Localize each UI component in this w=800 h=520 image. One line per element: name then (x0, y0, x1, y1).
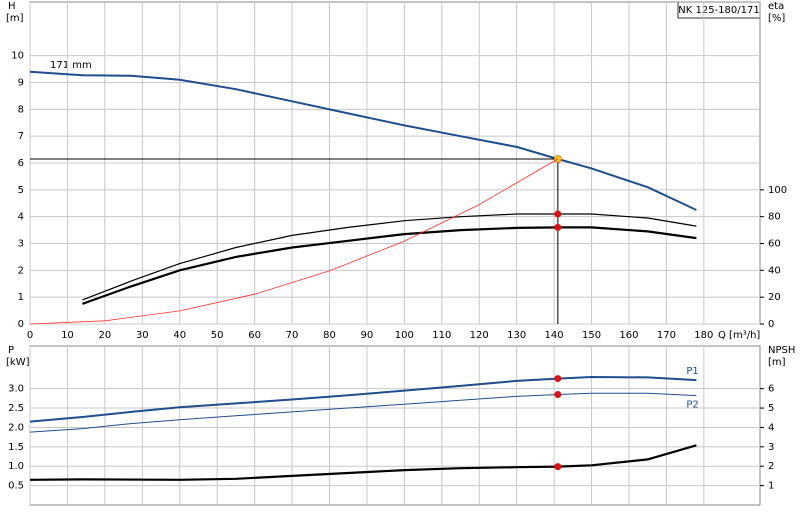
y-tick-label: 1.5 (8, 442, 24, 453)
y2-axis-label: eta (768, 1, 784, 12)
plot-area (29, 345, 761, 506)
y-axis-label: P (8, 345, 14, 356)
y2-tick-label: 3 (768, 442, 774, 453)
y-tick-label: 9 (18, 78, 24, 89)
duty-marker (554, 210, 562, 218)
y2-tick-label: 4 (768, 422, 774, 433)
y2-tick-label: 80 (768, 212, 781, 223)
curve (82, 226, 697, 305)
curve (29, 70, 697, 211)
series-label: P1 (686, 366, 698, 377)
chart-title: NK 125-180/171 (678, 5, 759, 16)
curve (82, 213, 697, 301)
duty-marker (554, 375, 562, 383)
duty-marker (554, 463, 562, 471)
y2-tick-label: 100 (768, 185, 787, 196)
duty-marker (554, 223, 562, 231)
y-tick-label: 4 (18, 212, 24, 223)
y2-tick-label: 5 (768, 403, 774, 414)
x-tick-label: 130 (507, 330, 526, 341)
curve (29, 392, 697, 433)
x-tick-label: 120 (470, 330, 489, 341)
x-tick-label: 40 (173, 330, 186, 341)
y-tick-label: 5 (18, 185, 24, 196)
x-tick-label: 70 (286, 330, 299, 341)
y-tick-label: 3 (18, 239, 24, 250)
x-tick-label: 80 (323, 330, 336, 341)
y-tick-label: 6 (18, 158, 24, 169)
y2-axis-unit: [m] (768, 357, 786, 368)
annotation: 171 mm (50, 60, 92, 71)
x-tick-label: 150 (582, 330, 601, 341)
y2-tick-label: 40 (768, 265, 781, 276)
y2-tick-label: 6 (768, 384, 774, 395)
y-tick-label: 2.0 (8, 422, 24, 433)
y-tick-label: 3.0 (8, 384, 24, 395)
y-axis-unit: [m] (6, 13, 24, 24)
x-axis-label: Q [m³/h] (718, 330, 760, 341)
y-tick-label: 1.0 (8, 461, 24, 472)
y-tick-label: 2.5 (8, 403, 24, 414)
y-tick-label: 2 (18, 265, 24, 276)
x-tick-label: 90 (361, 330, 374, 341)
x-tick-label: 10 (61, 330, 74, 341)
y-tick-label: 8 (18, 104, 24, 115)
y-tick-label: 0 (18, 319, 24, 330)
duty-marker (553, 155, 562, 163)
x-tick-label: 0 (27, 330, 33, 341)
curve (29, 375, 697, 423)
x-tick-label: 30 (136, 330, 149, 341)
y-tick-label: 0.5 (8, 481, 24, 492)
x-tick-label: 110 (432, 330, 451, 341)
x-tick-label: 180 (694, 330, 713, 341)
y-tick-label: 10 (11, 51, 24, 62)
x-tick-label: 50 (211, 330, 224, 341)
x-tick-label: 100 (395, 330, 414, 341)
y2-tick-label: 20 (768, 292, 781, 303)
x-tick-label: 160 (619, 330, 638, 341)
y2-tick-label: 1 (768, 481, 774, 492)
y2-tick-label: 60 (768, 239, 781, 250)
x-tick-label: 60 (248, 330, 261, 341)
x-tick-label: 20 (99, 330, 112, 341)
y2-tick-label: 2 (768, 461, 774, 472)
y2-tick-label: 0 (768, 319, 774, 330)
curve (29, 444, 697, 481)
curve (29, 158, 559, 325)
y2-axis-label: NPSH (768, 345, 795, 356)
duty-marker (554, 390, 562, 398)
series-label: P2 (686, 400, 698, 411)
y2-axis-unit: [%] (768, 13, 785, 24)
y-tick-label: 7 (18, 131, 24, 142)
y-tick-label: 1 (18, 292, 24, 303)
x-tick-label: 140 (545, 330, 564, 341)
y-axis-label: H (8, 1, 16, 12)
y-axis-unit: [kW] (6, 357, 30, 368)
x-tick-label: 170 (657, 330, 676, 341)
